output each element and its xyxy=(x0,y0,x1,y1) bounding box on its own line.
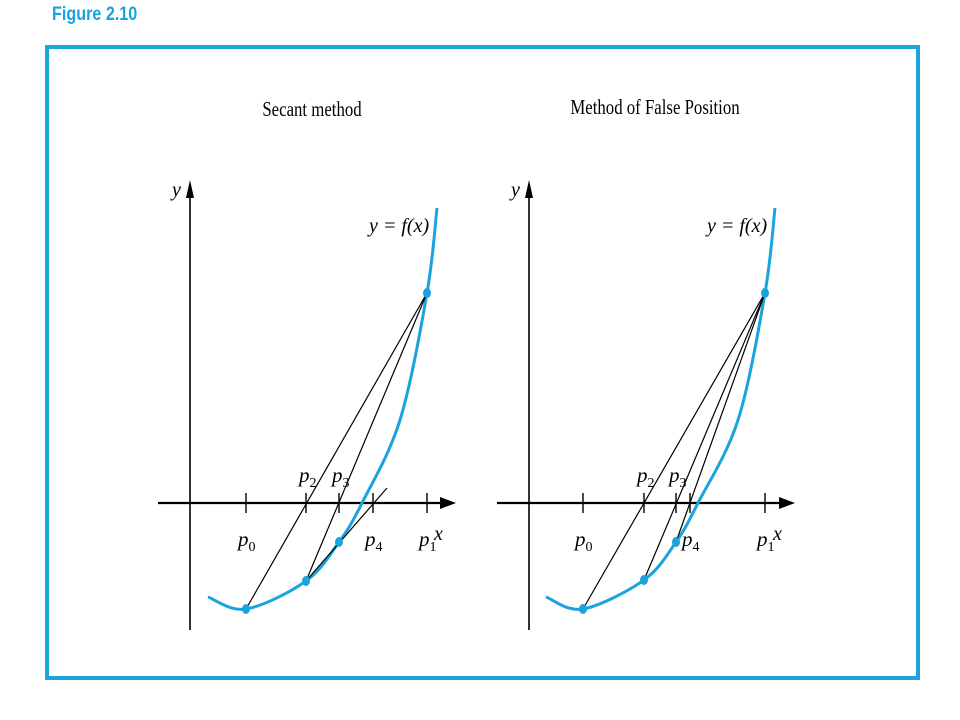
y-axis-label: y xyxy=(509,179,520,201)
label-p0: p0 xyxy=(236,527,256,555)
curve-label: y = f(x) xyxy=(705,215,767,237)
label-p4: p4 xyxy=(363,527,383,555)
x-axis-arrow-icon xyxy=(440,497,456,509)
curve-point xyxy=(423,288,431,298)
curve-label: y = f(x) xyxy=(367,215,429,237)
y-axis-arrow-icon xyxy=(186,180,194,198)
label-p3: p3 xyxy=(667,463,687,491)
figure-label: Figure 2.10 xyxy=(52,4,138,25)
y-axis-arrow-icon xyxy=(525,180,533,198)
panel-title: Secant method xyxy=(262,98,362,121)
curve-point xyxy=(335,537,343,547)
curve-point xyxy=(302,576,310,586)
label-p2: p2 xyxy=(635,463,655,491)
secant-line xyxy=(675,292,766,543)
y-axis-label: y xyxy=(170,179,181,201)
label-p0: p0 xyxy=(573,527,593,555)
x-axis-label: x xyxy=(772,523,782,545)
secant-line xyxy=(305,292,428,582)
label-p2: p2 xyxy=(297,463,317,491)
secant-line xyxy=(643,292,766,581)
panel-title: Method of False Position xyxy=(570,96,740,119)
panel-false-position: Method of False Position y x y = f(x) p0 p1 p2… xyxy=(497,96,795,630)
secant-line xyxy=(245,292,428,610)
curve-point xyxy=(672,537,680,547)
curve-point xyxy=(640,575,648,585)
label-p4: p4 xyxy=(680,527,700,555)
label-p1: p1 xyxy=(417,527,437,555)
label-p1: p1 xyxy=(755,527,775,555)
figure-frame xyxy=(45,45,920,680)
curve-point xyxy=(579,604,587,614)
curve-point xyxy=(242,604,250,614)
label-p3: p3 xyxy=(330,463,350,491)
curve-point xyxy=(761,288,769,298)
x-axis-arrow-icon xyxy=(779,497,795,509)
secant-line xyxy=(582,292,766,610)
x-axis-label: x xyxy=(433,523,443,545)
panel-secant-method: Secant method y x y = f(x) p0 p1 p2 p3 p4 xyxy=(158,98,456,630)
